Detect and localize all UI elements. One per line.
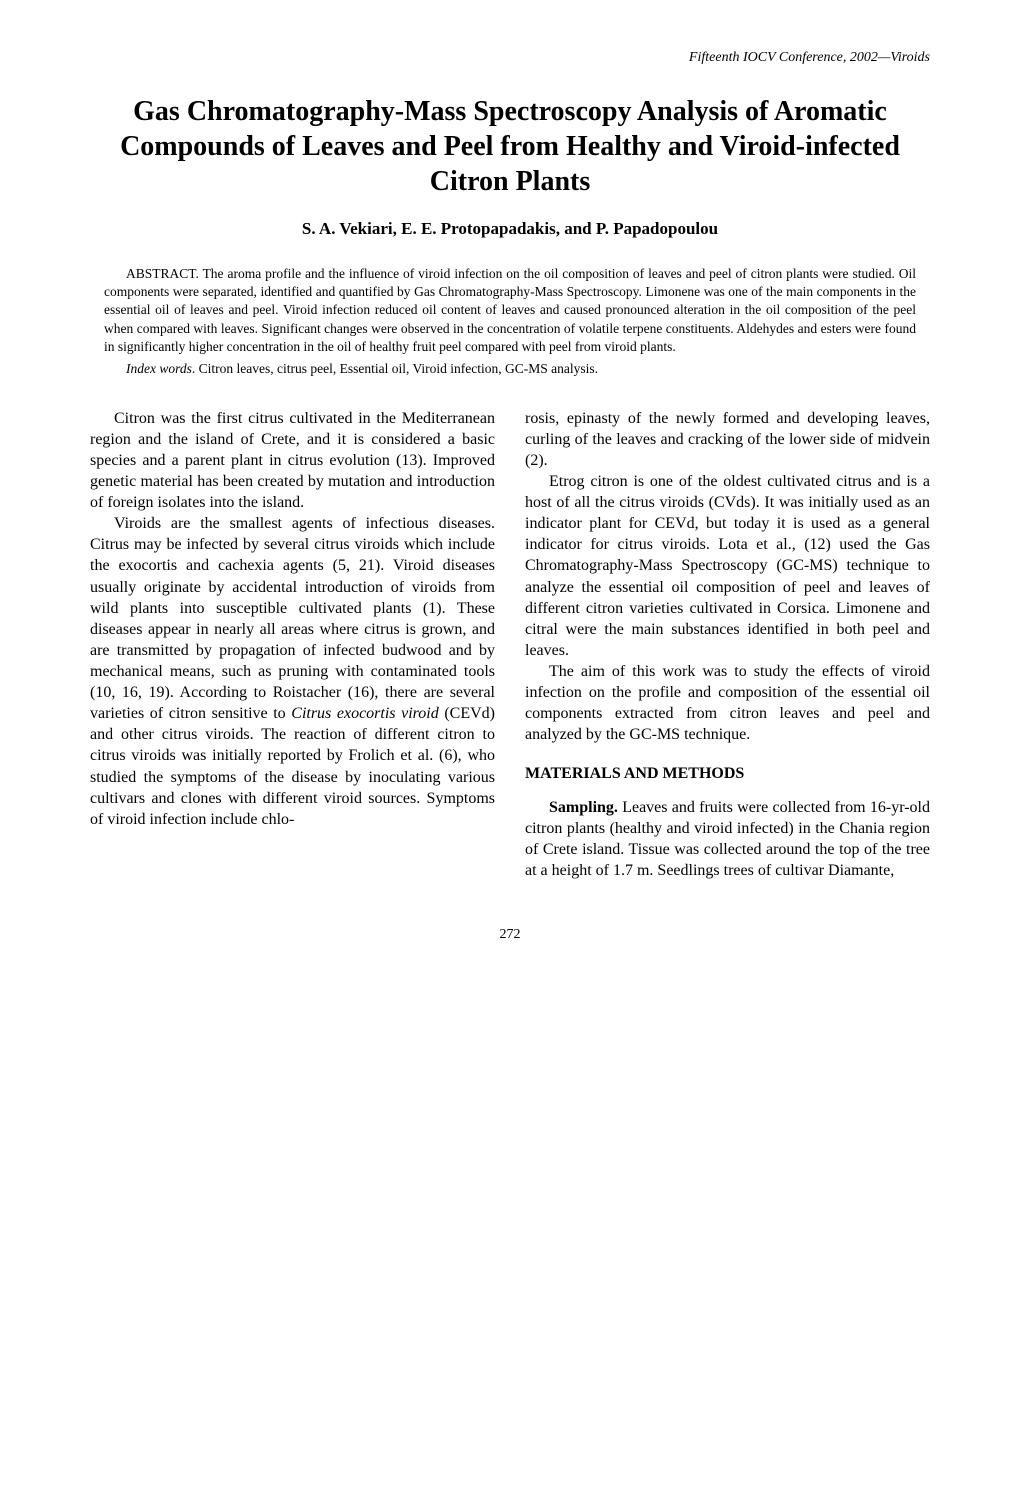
section-heading-materials: MATERIALS AND METHODS: [525, 763, 930, 784]
right-p1: rosis, epinasty of the newly formed and …: [525, 408, 930, 471]
page-title: Gas Chromatography-Mass Spectroscopy Ana…: [110, 94, 910, 199]
index-words-label: Index words: [126, 361, 192, 376]
left-p1: Citron was the first citrus cultivated i…: [90, 408, 495, 514]
left-p2: Viroids are the smallest agents of infec…: [90, 513, 495, 830]
right-p4: Sampling. Leaves and fruits were collect…: [525, 797, 930, 881]
left-p2b-italic: Citrus exocortis viroid: [291, 705, 438, 722]
page-number: 272: [90, 927, 930, 943]
left-column: Citron was the first citrus cultivated i…: [90, 408, 495, 881]
right-column: rosis, epinasty of the newly formed and …: [525, 408, 930, 881]
index-words-text: . Citron leaves, citrus peel, Essential …: [192, 361, 598, 376]
left-p2c: (CEVd) and other citrus viroids. The rea…: [90, 705, 495, 828]
index-words: Index words. Citron leaves, citrus peel,…: [104, 360, 916, 378]
running-head: Fifteenth IOCV Conference, 2002—Viroids: [90, 50, 930, 66]
right-p2: Etrog citron is one of the oldest cultiv…: [525, 471, 930, 661]
body-columns: Citron was the first citrus cultivated i…: [90, 408, 930, 881]
left-p2a: Viroids are the smallest agents of infec…: [90, 515, 495, 722]
authors: S. A. Vekiari, E. E. Protopapadakis, and…: [90, 219, 930, 239]
abstract: ABSTRACT. The aroma profile and the infl…: [104, 265, 916, 356]
right-p4-bold: Sampling.: [549, 799, 618, 816]
right-p3: The aim of this work was to study the ef…: [525, 661, 930, 745]
